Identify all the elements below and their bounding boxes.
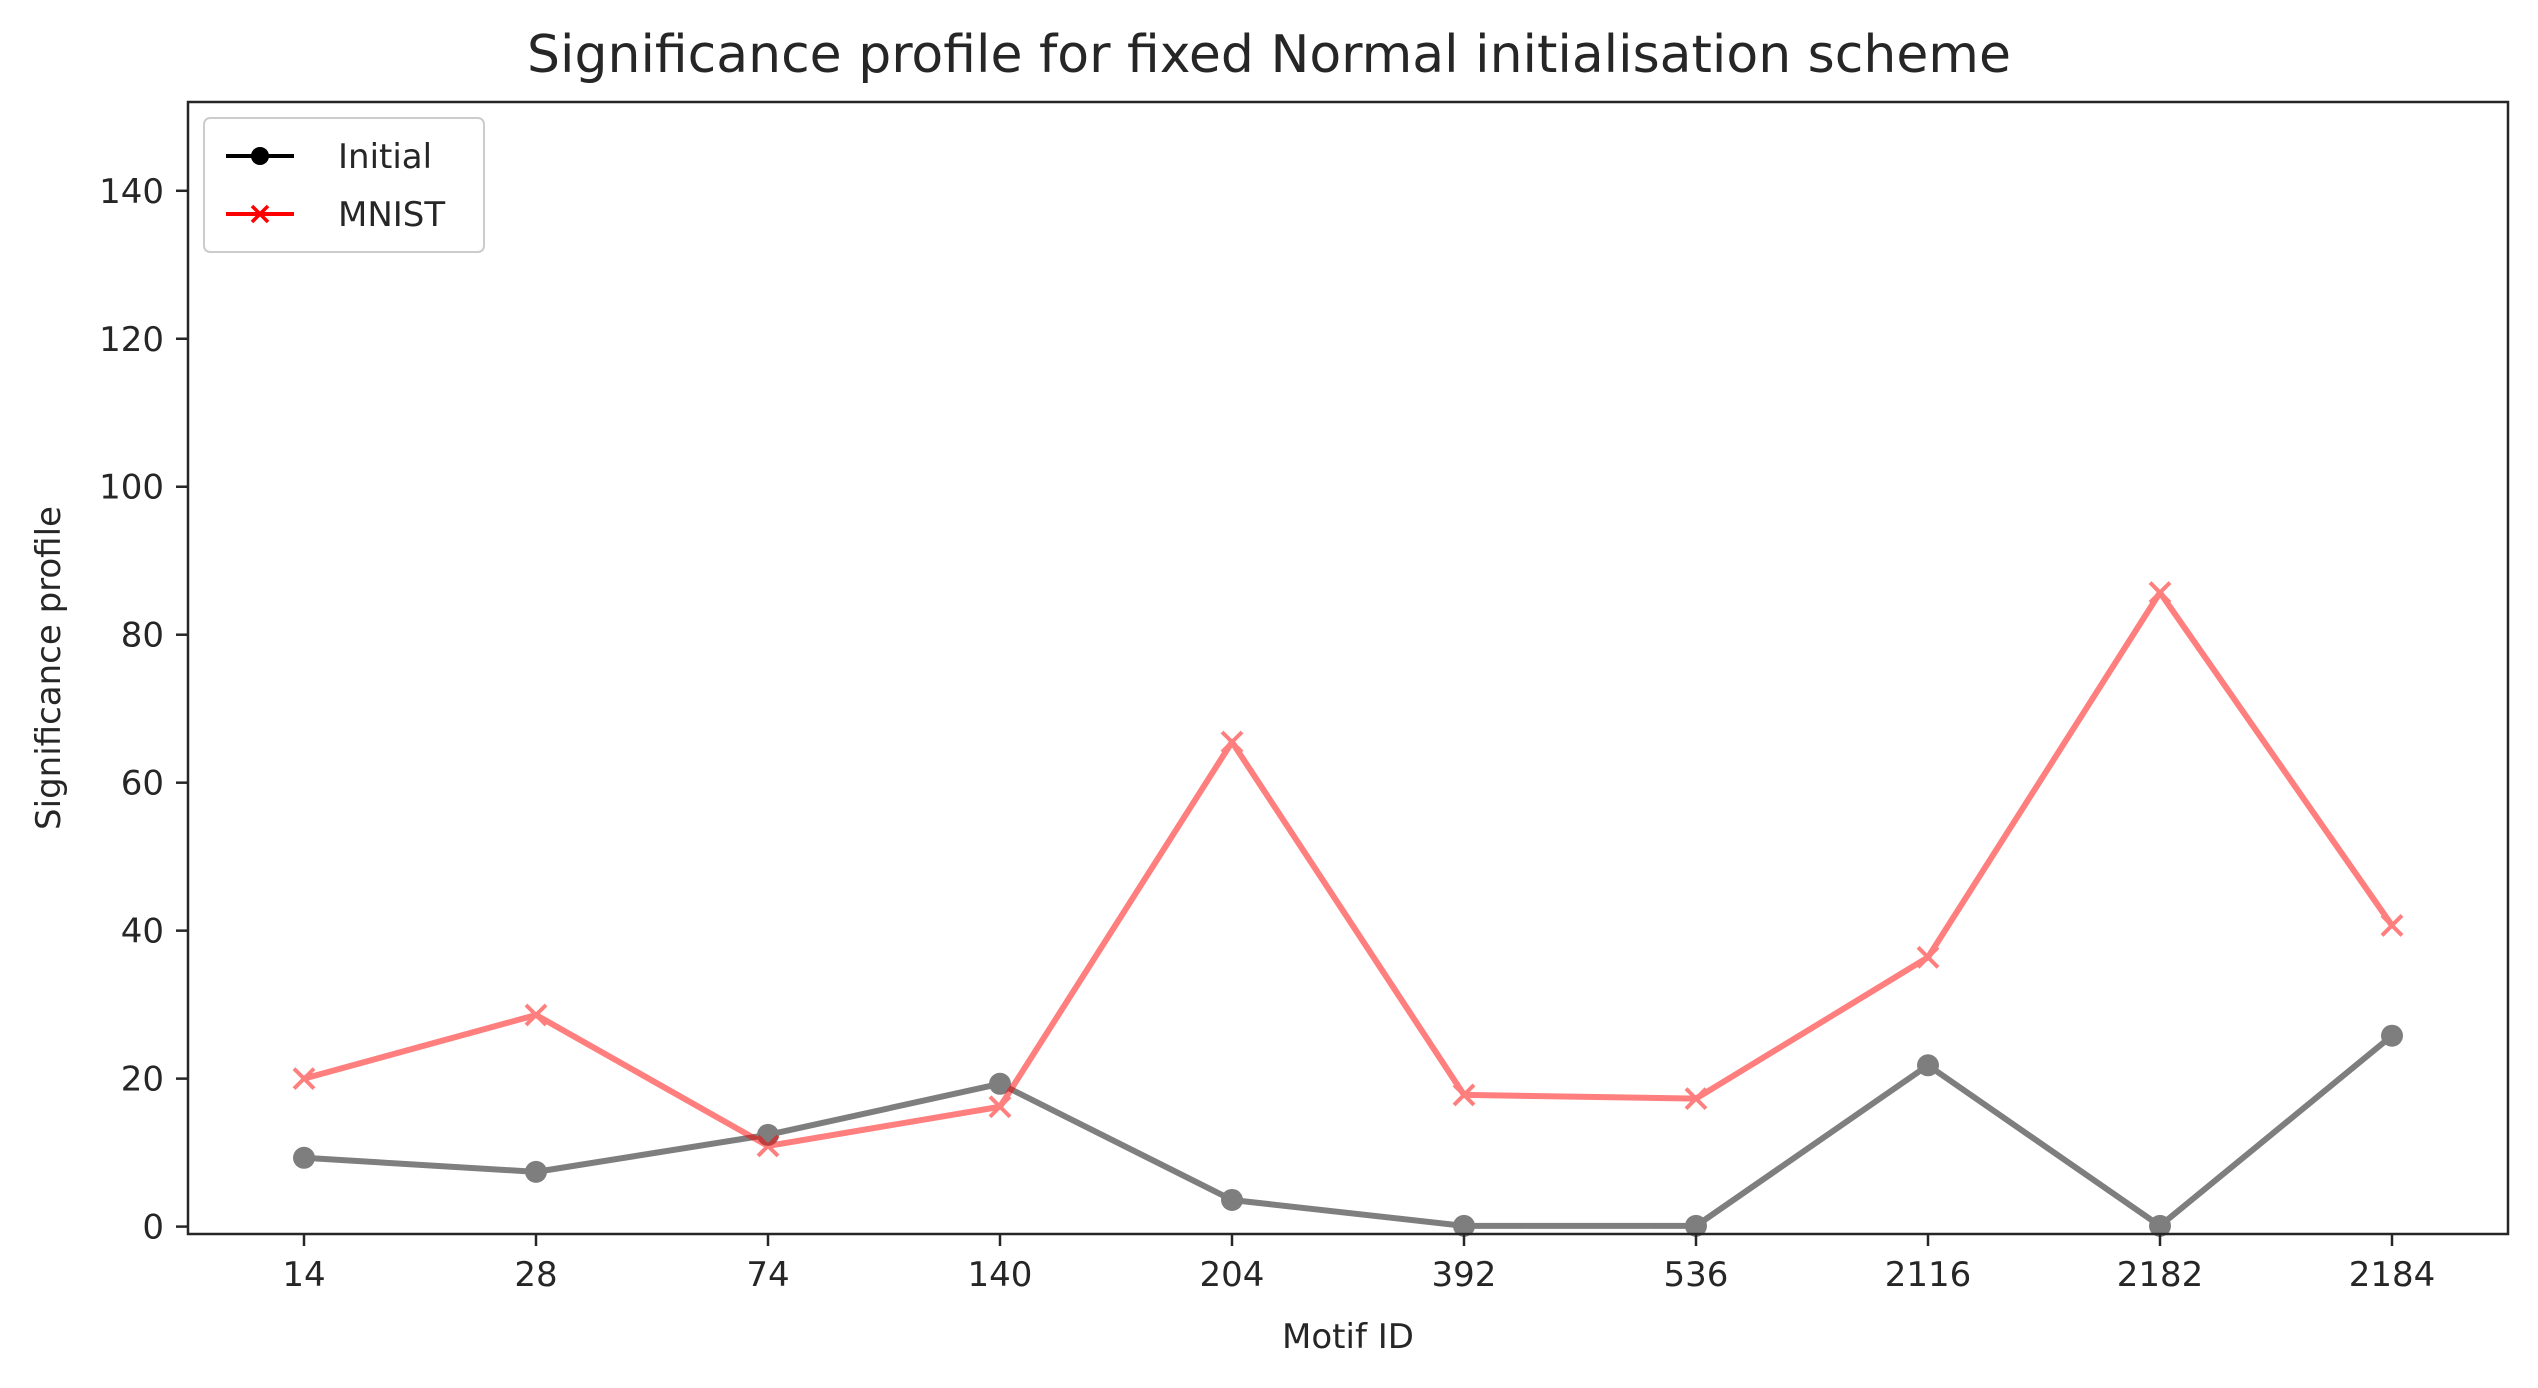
series-mnist bbox=[292, 581, 2404, 1158]
data-point-stroke bbox=[292, 1067, 316, 1091]
data-point bbox=[2381, 1024, 2403, 1047]
data-point bbox=[292, 1067, 316, 1091]
data-point bbox=[1685, 1214, 1707, 1237]
y-tick-label: 120 bbox=[99, 320, 164, 360]
legend-frame bbox=[203, 117, 485, 253]
data-point-stroke bbox=[1916, 945, 1940, 969]
plot-area bbox=[292, 581, 2404, 1237]
x-tick-label: 140 bbox=[968, 1255, 1033, 1295]
x-tick-label: 2116 bbox=[1885, 1255, 1972, 1295]
data-point bbox=[1453, 1214, 1475, 1237]
data-point bbox=[1917, 1054, 1939, 1077]
legend-marker bbox=[250, 204, 270, 224]
y-tick-label: 60 bbox=[121, 764, 164, 804]
x-tick-label: 204 bbox=[1200, 1255, 1265, 1295]
data-point-stroke bbox=[988, 1095, 1012, 1119]
data-point-stroke bbox=[756, 1134, 780, 1158]
y-tick-label: 100 bbox=[99, 468, 164, 508]
y-tick-label: 40 bbox=[121, 912, 164, 952]
chart-title: Significance profile for fixed Normal in… bbox=[527, 25, 2011, 85]
legend-label: Initial bbox=[338, 137, 432, 177]
x-axis-label: Motif ID bbox=[1282, 1317, 1414, 1357]
data-point bbox=[524, 1003, 548, 1027]
data-point bbox=[293, 1146, 315, 1169]
data-point-stroke bbox=[2148, 581, 2172, 604]
legend: Initial MNIST bbox=[203, 117, 485, 253]
legend-marker bbox=[251, 147, 269, 165]
y-tick-label: 80 bbox=[121, 616, 164, 656]
series-line bbox=[303, 589, 2395, 1149]
data-point bbox=[525, 1160, 547, 1183]
data-point-stroke bbox=[524, 1003, 548, 1027]
x-tick-label: 392 bbox=[1432, 1255, 1497, 1295]
data-point bbox=[2380, 914, 2404, 937]
x-tick-label: 74 bbox=[746, 1255, 789, 1295]
x-tick-label: 536 bbox=[1664, 1255, 1729, 1295]
data-point bbox=[2148, 581, 2172, 604]
data-point-stroke bbox=[1684, 1087, 1708, 1111]
x-tick-label: 2184 bbox=[2349, 1255, 2436, 1295]
x-tick-label: 28 bbox=[514, 1255, 557, 1295]
legend-label: MNIST bbox=[338, 195, 445, 235]
data-point-stroke bbox=[1452, 1083, 1476, 1107]
data-point-stroke bbox=[1220, 730, 1244, 754]
data-point bbox=[2149, 1214, 2171, 1237]
data-point-stroke bbox=[2380, 914, 2404, 937]
x-tick-label: 14 bbox=[282, 1255, 325, 1295]
y-tick-label: 0 bbox=[142, 1208, 164, 1248]
data-point bbox=[1452, 1083, 1476, 1107]
data-point bbox=[988, 1095, 1012, 1119]
data-point bbox=[1684, 1087, 1708, 1111]
y-tick-label: 20 bbox=[121, 1060, 164, 1100]
data-point bbox=[989, 1072, 1011, 1095]
series-line bbox=[303, 1033, 2394, 1229]
x-tick-label: 2182 bbox=[2117, 1255, 2204, 1295]
data-point bbox=[1916, 945, 1940, 969]
data-point bbox=[1221, 1188, 1243, 1211]
data-point bbox=[756, 1134, 780, 1158]
y-axis-label: Significance profile bbox=[29, 506, 69, 830]
plot-frame bbox=[186, 100, 2510, 1236]
y-tick-label: 140 bbox=[99, 172, 164, 212]
data-point bbox=[1220, 730, 1244, 754]
series-initial bbox=[293, 1024, 2403, 1237]
